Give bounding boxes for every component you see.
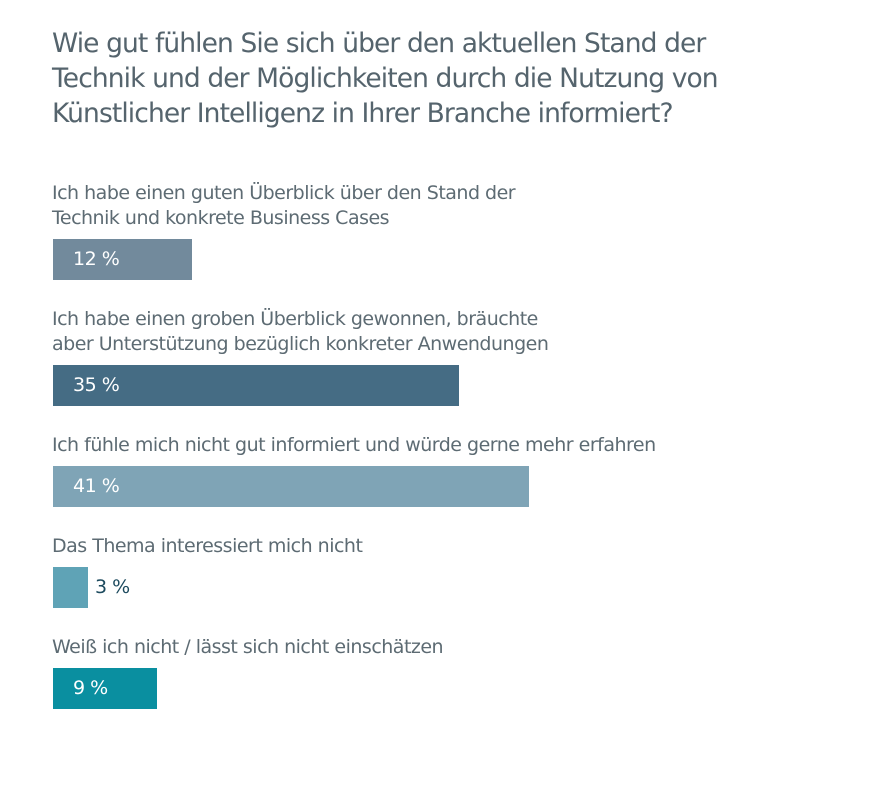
bar — [53, 365, 459, 406]
bar-value-label: 3 % — [95, 576, 130, 598]
chart-title-line: Wie gut fühlen Sie sich über den aktuell… — [52, 28, 706, 59]
bar-value-label: 35 % — [73, 374, 120, 396]
category-label: Das Thema interessiert mich nicht — [52, 535, 363, 557]
bar — [53, 668, 157, 709]
bar — [53, 239, 192, 280]
category-label: Ich habe einen guten Überblick über den … — [52, 182, 516, 204]
bar-value-label: 12 % — [73, 248, 120, 270]
category-label: Ich habe einen groben Überblick gewonnen… — [52, 308, 538, 330]
category-label: Ich fühle mich nicht gut informiert und … — [52, 434, 656, 456]
category-label: aber Unterstützung bezüglich konkreter A… — [52, 333, 549, 355]
category-label: Weiß ich nicht / lässt sich nicht einsch… — [52, 636, 444, 658]
chart-title-line: Künstlicher Intelligenz in Ihrer Branche… — [52, 98, 674, 129]
chart-title: Wie gut fühlen Sie sich über den aktuell… — [52, 26, 842, 131]
chart-title-line: Technik und der Möglichkeiten durch die … — [52, 63, 719, 94]
bar — [53, 567, 88, 608]
category-label: Technik und konkrete Business Cases — [52, 207, 390, 229]
bar — [53, 466, 529, 507]
bar-value-label: 9 % — [73, 677, 108, 699]
bar-value-label: 41 % — [73, 475, 120, 497]
